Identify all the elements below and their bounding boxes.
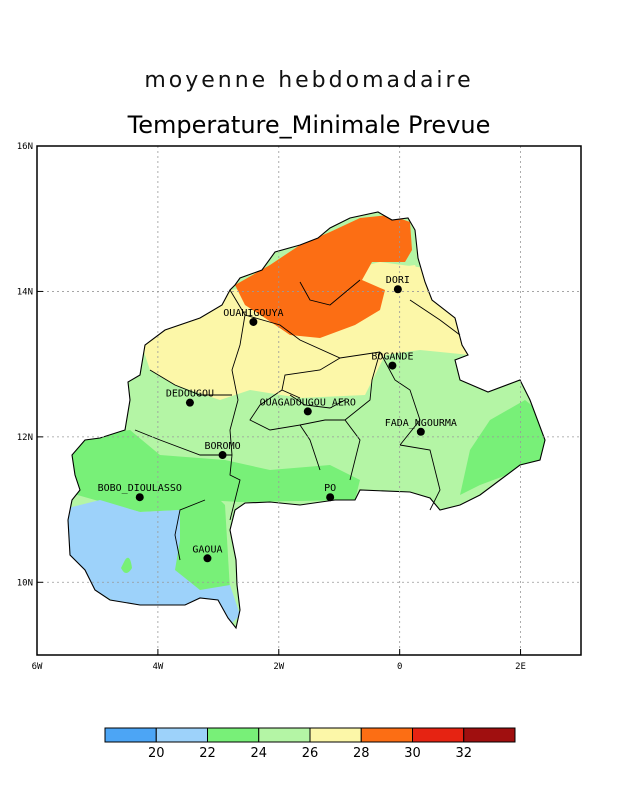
y-tick-label: 10N xyxy=(17,578,33,588)
x-tick-label: 0 xyxy=(397,662,402,672)
station-dot xyxy=(203,554,212,563)
station-marker: BOROMO xyxy=(205,441,241,460)
map-title: Temperature_Minimale Prevue xyxy=(127,111,491,139)
color-legend: 20 22 24 26 28 30 32 xyxy=(104,727,516,761)
station-dot xyxy=(388,361,397,370)
country-outline xyxy=(67,211,546,630)
legend-swatch xyxy=(412,727,465,743)
station-label: GAOUA xyxy=(192,544,222,555)
zone-22-southwest xyxy=(68,500,240,625)
legend-swatch xyxy=(309,727,362,743)
y-axis: 16N 14N 12N 10N xyxy=(17,142,43,588)
legend-swatch xyxy=(155,727,208,743)
legend-swatch xyxy=(258,727,311,743)
station-marker: BOGANDE xyxy=(371,352,413,370)
station-label: FADA_NGOURMA xyxy=(385,418,457,429)
zone-24-east xyxy=(460,400,545,495)
station-label: BOGANDE xyxy=(371,352,413,363)
zone-24-spot xyxy=(121,557,132,573)
station-dot xyxy=(393,285,402,294)
station-dot xyxy=(135,493,144,502)
x-tick-label: 4W xyxy=(152,662,163,672)
plot-area: 6W 4W 2W 0 2E 16N 14N 12N 10N DORI OUAHIGOUYA BOG… xyxy=(17,142,582,672)
x-tick-label: 2E xyxy=(515,662,526,672)
legend-swatch xyxy=(207,727,260,743)
stations-layer: DORI OUAHIGOUYA BOGANDE DEDOUGOU OUAGADOUGOU… xyxy=(98,275,457,563)
station-marker: OUAHIGOUYA xyxy=(223,308,284,326)
legend-tick-label: 32 xyxy=(455,746,472,761)
plot-frame xyxy=(36,145,582,656)
station-marker: BOBO_DIOULASSO xyxy=(98,483,182,502)
legend-swatch xyxy=(360,727,413,743)
station-label: OUAGADOUGOU_AERO xyxy=(260,397,356,408)
x-tick-label: 6W xyxy=(32,662,43,672)
legend-tick-label: 28 xyxy=(353,746,370,761)
legend-tick-label: 24 xyxy=(250,746,267,761)
station-label: PO xyxy=(324,483,336,494)
station-marker: OUAGADOUGOU_AERO xyxy=(260,397,356,416)
legend-tick-label: 26 xyxy=(302,746,319,761)
zone-30-north xyxy=(235,215,412,338)
station-dot xyxy=(326,493,335,502)
station-marker: GAOUA xyxy=(192,544,223,563)
zone-24-west xyxy=(68,430,360,512)
station-label: DORI xyxy=(386,275,410,286)
station-label: BOROMO xyxy=(205,441,241,452)
grid-lines xyxy=(37,146,581,655)
legend-swatch xyxy=(463,727,516,743)
station-marker: DORI xyxy=(386,275,410,294)
map-subtitle: moyenne hebdomadaire xyxy=(144,68,474,93)
x-axis: 6W 4W 2W 0 2E xyxy=(32,649,526,672)
station-label: BOBO_DIOULASSO xyxy=(98,483,182,494)
y-tick-label: 14N xyxy=(17,287,33,297)
station-marker: FADA_NGOURMA xyxy=(385,418,457,436)
legend-tick-label: 22 xyxy=(199,746,216,761)
station-marker: DEDOUGOU xyxy=(166,389,214,407)
x-tick-label: 2W xyxy=(273,662,284,672)
y-tick-label: 16N xyxy=(17,142,33,152)
station-marker: PO xyxy=(324,483,336,502)
station-dot xyxy=(416,427,425,436)
internal-borders xyxy=(134,279,461,561)
legend-swatch xyxy=(104,727,157,743)
station-dot xyxy=(303,407,312,416)
station-dot xyxy=(249,317,258,326)
station-dot xyxy=(218,451,227,460)
legend-tick-label: 20 xyxy=(148,746,165,761)
station-dot xyxy=(185,398,194,407)
station-label: OUAHIGOUYA xyxy=(223,308,283,319)
y-tick-label: 12N xyxy=(17,433,33,443)
zone-28-ne-strip xyxy=(380,265,430,310)
station-label: DEDOUGOU xyxy=(166,389,214,400)
legend-tick-label: 30 xyxy=(404,746,421,761)
